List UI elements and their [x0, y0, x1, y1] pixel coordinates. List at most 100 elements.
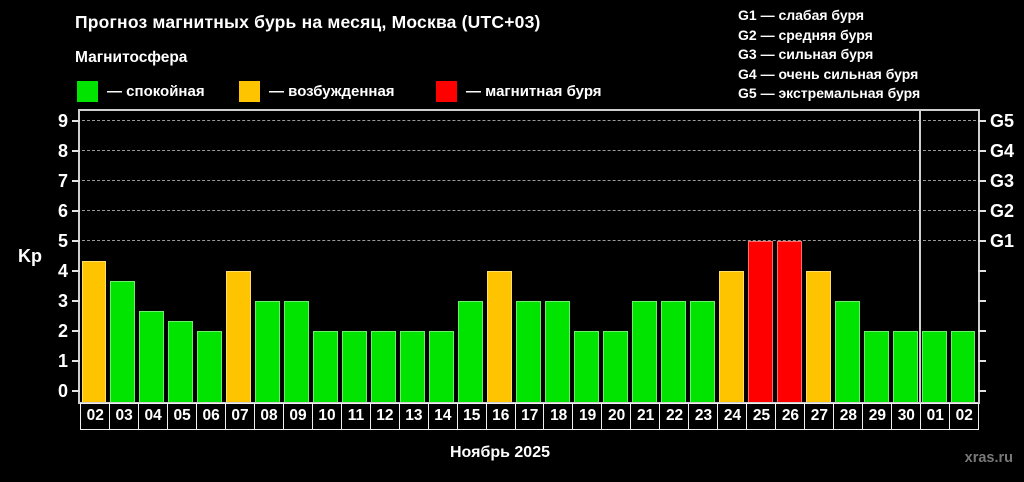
- x-date-cell: 24: [717, 403, 748, 430]
- bar: [487, 271, 512, 402]
- y-tick: [72, 180, 80, 182]
- bar: [226, 271, 252, 402]
- bar: [718, 271, 744, 402]
- bar: [573, 331, 599, 402]
- y-tick-label: 5: [57, 231, 68, 251]
- x-date-cell: 07: [224, 403, 256, 430]
- g-scale-label: G1: [990, 231, 1015, 251]
- bar: [863, 331, 889, 402]
- bar: [110, 280, 136, 402]
- storm-scale-g5: G5 — экстремальная буря: [738, 85, 921, 101]
- legend-label-storm: — магнитная буря: [466, 82, 602, 100]
- magnetosphere-label: Магнитосфера: [75, 49, 188, 66]
- y-tick-label: 9: [57, 111, 68, 131]
- bar: [689, 301, 715, 402]
- bar: [747, 241, 773, 402]
- x-date-cell: 16: [485, 403, 516, 430]
- bar: [139, 310, 165, 402]
- y-tick: [72, 210, 80, 212]
- y-tick-label: 6: [57, 201, 68, 221]
- x-date-cell: 19: [572, 403, 603, 430]
- x-date-cell: 02: [949, 403, 980, 430]
- y-tick: [72, 120, 80, 122]
- bar: [342, 331, 368, 402]
- gridline: [82, 240, 976, 241]
- y-tick-label: 0: [57, 381, 68, 401]
- bar: [284, 301, 310, 402]
- right-axis-tick: [978, 300, 986, 302]
- x-date-cell: 26: [775, 403, 806, 430]
- right-axis-tick: [978, 360, 986, 362]
- bar: [429, 331, 455, 402]
- g-scale-label: G5: [990, 111, 1015, 131]
- x-date-cell: 30: [891, 403, 922, 430]
- x-date-cell: 22: [659, 403, 690, 430]
- storm-scale-g1: G1 — слабая буря: [738, 7, 865, 23]
- bar: [631, 301, 657, 402]
- legend-item-storm: — магнитная буря: [436, 80, 602, 102]
- x-date-cell: 09: [282, 403, 314, 430]
- x-date-cell: 17: [514, 403, 545, 430]
- x-date-cell: 10: [311, 403, 343, 430]
- y-axis-title: Kp: [18, 246, 42, 266]
- y-tick: [72, 300, 80, 302]
- x-axis-title: Ноябрь 2025: [450, 444, 550, 461]
- x-date-cell: 04: [137, 403, 169, 430]
- y-tick: [72, 240, 80, 242]
- x-date-cell: 23: [688, 403, 719, 430]
- legend-item-calm: — спокойная: [77, 80, 205, 102]
- x-date-cell: 29: [862, 403, 893, 430]
- bar: [776, 241, 802, 402]
- bar: [168, 321, 194, 402]
- right-axis-tick: [978, 210, 986, 212]
- watermark: xras.ru: [964, 450, 1013, 466]
- y-tick: [72, 150, 80, 152]
- bar: [400, 331, 426, 402]
- y-tick-label: 3: [57, 291, 68, 311]
- bar: [516, 301, 541, 402]
- bar: [544, 301, 570, 402]
- bar: [660, 301, 686, 402]
- x-date-cell: 28: [833, 403, 864, 430]
- bar: [313, 331, 339, 402]
- gridline: [82, 150, 976, 151]
- right-axis-tick: [978, 270, 986, 272]
- bar: [892, 331, 918, 402]
- x-date-cell: 27: [804, 403, 835, 430]
- storm-scale-legend: G1 — слабая буря G2 — средняя буря G3 — …: [738, 6, 920, 104]
- x-date-cell: 13: [398, 403, 430, 430]
- bar: [834, 301, 860, 402]
- gridline: [82, 210, 976, 211]
- bar: [950, 331, 976, 402]
- g-scale-label: G3: [990, 171, 1015, 191]
- y-tick-label: 2: [57, 321, 68, 341]
- x-date-cell: 06: [195, 403, 227, 430]
- y-tick: [72, 390, 80, 392]
- x-date-cell: 03: [108, 403, 140, 430]
- x-date-cell: 05: [166, 403, 198, 430]
- g-scale-label: G4: [990, 141, 1015, 161]
- legend-label-calm: — спокойная: [107, 82, 205, 100]
- x-date-cell: 18: [543, 403, 574, 430]
- storm-scale-g3: G3 — сильная буря: [738, 46, 874, 62]
- right-axis-tick: [978, 330, 986, 332]
- legend-label-excited: — возбужденная: [269, 82, 395, 100]
- page-title: Прогноз магнитных бурь на месяц, Москва …: [75, 12, 541, 32]
- g-scale-label: G2: [990, 201, 1015, 221]
- storm-scale-g4: G4 — очень сильная буря: [738, 65, 919, 82]
- y-tick-label: 1: [57, 351, 68, 371]
- gridline: [82, 120, 976, 121]
- right-axis-tick: [978, 180, 986, 182]
- right-axis-tick: [978, 150, 986, 152]
- x-date-cell: 08: [253, 403, 285, 430]
- y-tick-label: 7: [57, 171, 68, 191]
- calm-color-swatch: [77, 80, 98, 102]
- right-axis-tick: [978, 120, 986, 122]
- bar: [805, 271, 831, 402]
- bar: [458, 301, 484, 402]
- x-date-cell: 01: [920, 403, 951, 430]
- month-separator-line: [919, 111, 922, 402]
- x-date-cell: 14: [427, 403, 459, 430]
- y-tick: [72, 330, 80, 332]
